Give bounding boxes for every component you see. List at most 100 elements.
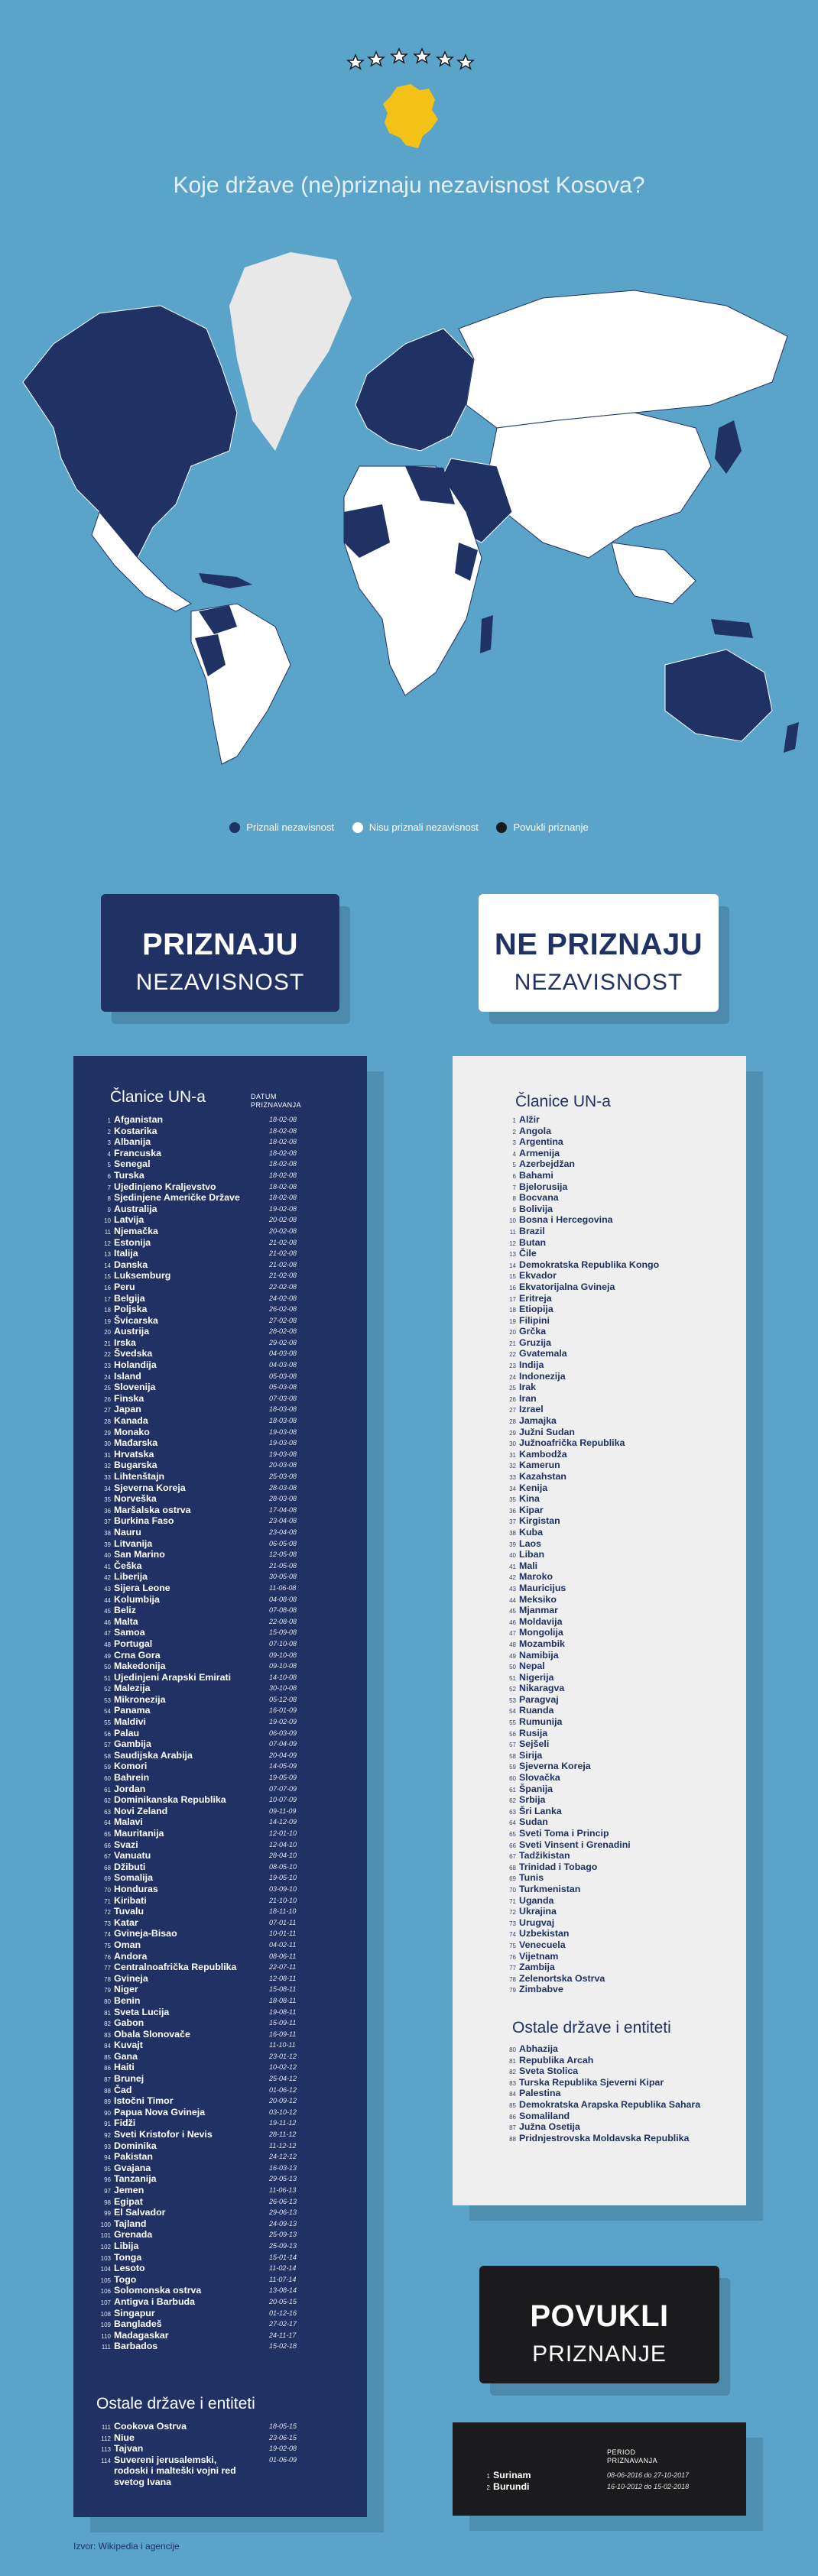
item-date: 12-05-08 xyxy=(269,1550,297,1559)
item-date: 18-02-08 xyxy=(269,1116,297,1123)
item-number: 68 xyxy=(509,1864,516,1871)
not-recognize-other-title: Ostale države i entiteti xyxy=(512,2019,671,2036)
item-date: 04-08-08 xyxy=(269,1595,297,1603)
item-number: 91 xyxy=(104,2121,111,2128)
list-item: 67 Tadžikistan xyxy=(502,1850,731,1862)
item-number: 89 xyxy=(104,2098,111,2106)
item-date: 28-02-08 xyxy=(269,1327,297,1336)
item-name: Gruzija xyxy=(519,1337,551,1348)
list-item: 51 Nigerija xyxy=(502,1672,731,1683)
list-item: 25 Slovenija 05-03-08 xyxy=(96,1382,349,1393)
kosovo-map-icon xyxy=(383,84,438,148)
item-number: 19 xyxy=(509,1317,516,1325)
list-item: 7 Bjelorusija xyxy=(502,1181,731,1193)
item-name: Južni Sudan xyxy=(519,1426,575,1437)
item-number: 37 xyxy=(509,1518,516,1526)
list-item: 59 Komori 14-05-09 xyxy=(96,1761,349,1772)
item-name: Niue xyxy=(114,2432,135,2443)
item-name: Katar xyxy=(114,1917,138,1928)
list-item: 36 Kipar xyxy=(502,1505,731,1516)
item-name: Suvereni jerusalemski, rodoski i maltešk… xyxy=(114,2454,236,2487)
item-name: Burkina Faso xyxy=(114,1515,174,1527)
legend-label: Priznali nezavisnost xyxy=(246,821,335,833)
star-1 xyxy=(346,53,365,70)
list-item: 18 Poljska 26-02-08 xyxy=(96,1304,349,1315)
item-name: Tajvan xyxy=(114,2443,144,2454)
not-recognize-header-card: NE PRIZNAJU NEZAVISNOST xyxy=(479,894,719,1012)
item-name: Pridnjestrovska Moldavska Republika xyxy=(519,2132,690,2143)
list-item: 109 Bangladeš 27-02-17 xyxy=(96,2318,349,2330)
item-number: 28 xyxy=(104,1418,111,1426)
list-item: 24 Island 05-03-08 xyxy=(96,1371,349,1382)
item-name: Nepal xyxy=(519,1661,545,1672)
item-date: 19-02-09 xyxy=(269,1718,297,1726)
item-name: Trinidad i Tobago xyxy=(519,1861,598,1872)
item-number: 28 xyxy=(509,1418,516,1426)
item-number: 22 xyxy=(509,1351,516,1359)
list-item: 43 Mauricijus xyxy=(502,1583,731,1594)
item-number: 32 xyxy=(509,1463,516,1470)
list-item: 60 Slovačka xyxy=(502,1772,731,1784)
item-name: Benin xyxy=(114,1994,141,2006)
list-item: 32 Kamerun xyxy=(502,1460,731,1471)
item-name: Madagaskar xyxy=(114,2329,169,2341)
item-name: Solomonska ostrva xyxy=(114,2285,202,2296)
item-name: Tunis xyxy=(519,1872,544,1884)
item-number: 33 xyxy=(509,1474,516,1481)
item-name: Irska xyxy=(114,1337,136,1348)
item-number: 90 xyxy=(104,2109,111,2117)
list-item: 113 Tajvan 19-02-08 xyxy=(96,2443,349,2454)
item-number: 12 xyxy=(509,1239,516,1247)
list-item: 75 Oman 04-02-11 xyxy=(96,1939,349,1951)
item-date: 16-01-09 xyxy=(269,1706,297,1715)
item-number: 75 xyxy=(509,1942,516,1949)
item-name: Albanija xyxy=(114,1136,151,1148)
item-number: 19 xyxy=(104,1317,111,1325)
item-number: 67 xyxy=(509,1853,516,1861)
item-number: 13 xyxy=(104,1251,111,1259)
list-item: 69 Tunis xyxy=(502,1872,731,1884)
item-number: 43 xyxy=(104,1585,111,1593)
item-date: 07-07-09 xyxy=(269,1784,297,1793)
item-number: 94 xyxy=(104,2154,111,2162)
list-item: 64 Sudan xyxy=(502,1816,731,1828)
item-name: Šri Lanka xyxy=(519,1805,562,1816)
item-name: Vanuatu xyxy=(114,1850,151,1862)
item-date: 18-02-08 xyxy=(269,1126,297,1135)
item-number: 68 xyxy=(104,1864,111,1871)
item-number: 49 xyxy=(509,1652,516,1660)
item-name: Ujedinjeni Arapski Emirati xyxy=(114,1671,232,1683)
list-item: 3 Argentina xyxy=(502,1136,731,1148)
item-date: 07-04-09 xyxy=(269,1740,297,1748)
list-item: 4 Francuska 18-02-08 xyxy=(96,1148,349,1159)
list-item: 86 Somaliland xyxy=(502,2111,731,2122)
item-number: 57 xyxy=(509,1742,516,1749)
item-date: 19-08-11 xyxy=(269,2007,297,2016)
item-date: 14-12-09 xyxy=(269,1818,297,1826)
item-number: 97 xyxy=(104,2188,111,2195)
list-item: 71 Uganda xyxy=(502,1895,731,1907)
item-number: 84 xyxy=(104,2043,111,2050)
item-date: 23-01-12 xyxy=(269,2052,297,2060)
item-name: Finska xyxy=(114,1392,144,1404)
list-item: 19 Filipini xyxy=(502,1315,731,1327)
item-date: 19-11-12 xyxy=(269,2119,297,2127)
list-item: 103 Tonga 15-01-14 xyxy=(96,2252,349,2263)
item-name: Estonija xyxy=(114,1236,151,1248)
item-number: 54 xyxy=(509,1708,516,1716)
item-name: Peru xyxy=(114,1281,135,1292)
item-name: Kenija xyxy=(519,1482,548,1493)
item-date: 20-05-15 xyxy=(269,2297,297,2305)
item-number: 111 xyxy=(101,2424,111,2431)
list-item: 6 Bahami xyxy=(502,1170,731,1181)
australia-shape xyxy=(664,649,773,742)
item-name: Venecuela xyxy=(519,1939,566,1950)
list-item: 11 Brazil xyxy=(502,1226,731,1237)
item-date: 03-09-10 xyxy=(269,1884,297,1893)
item-number: 22 xyxy=(104,1351,111,1359)
list-item: 62 Dominikanska Republika 10-07-09 xyxy=(96,1794,349,1806)
list-item: 16 Ekvatorijalna Gvineja xyxy=(502,1282,731,1293)
item-number: 99 xyxy=(104,2210,111,2218)
list-item: 39 Litvanija 06-05-08 xyxy=(96,1538,349,1550)
item-number: 62 xyxy=(509,1797,516,1805)
